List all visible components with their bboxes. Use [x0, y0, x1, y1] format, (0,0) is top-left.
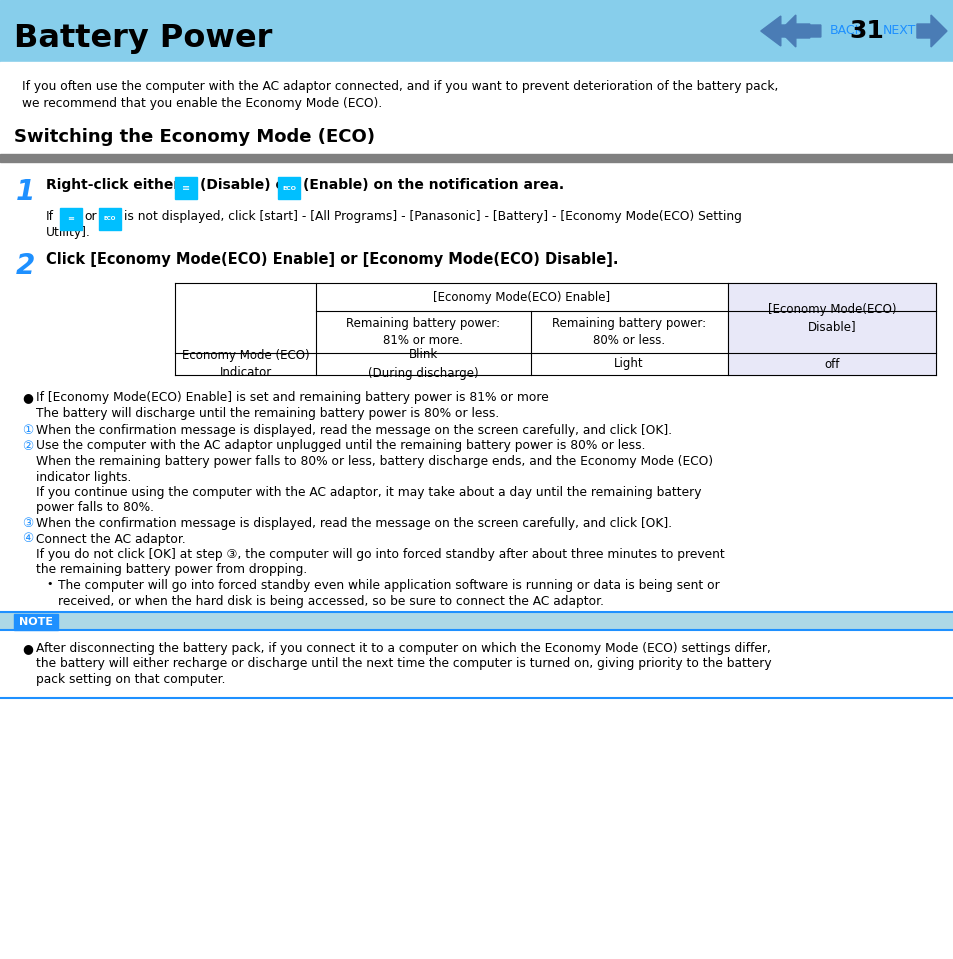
Text: Economy Mode (ECO)
Indicator: Economy Mode (ECO) Indicator [182, 348, 309, 380]
Text: we recommend that you enable the Economy Mode (ECO).: we recommend that you enable the Economy… [22, 97, 382, 110]
Bar [14, 614, 58, 630]
Text: ●: ● [22, 642, 32, 655]
Text: After disconnecting the battery pack, if you connect it to a computer on which t: After disconnecting the battery pack, if… [36, 642, 770, 655]
Bar [175, 177, 197, 199]
Text: or: or [84, 210, 96, 223]
Text: If you do not click [OK] at step ③, the computer will go into forced standby aft: If you do not click [OK] at step ③, the … [36, 548, 724, 561]
Text: 31: 31 [848, 19, 883, 43]
Bar [727, 283, 935, 375]
Polygon shape [916, 15, 946, 47]
Text: Battery Power: Battery Power [14, 22, 273, 54]
Text: 1: 1 [16, 178, 35, 206]
Text: the remaining battery power from dropping.: the remaining battery power from droppin… [36, 564, 307, 576]
Text: Remaining battery power:
80% or less.: Remaining battery power: 80% or less. [552, 316, 705, 347]
Text: BACK: BACK [829, 25, 862, 37]
Text: ●: ● [22, 391, 32, 404]
Text: [Economy Mode(ECO)
Disable]: [Economy Mode(ECO) Disable] [767, 302, 895, 334]
Text: Click [Economy Mode(ECO) Enable] or [Economy Mode(ECO) Disable].: Click [Economy Mode(ECO) Enable] or [Eco… [46, 252, 618, 267]
Text: Blink
(During discharge): Blink (During discharge) [368, 348, 478, 380]
Polygon shape [779, 15, 809, 47]
Text: Use the computer with the AC adaptor unplugged until the remaining battery power: Use the computer with the AC adaptor unp… [36, 439, 645, 453]
Text: is not displayed, click [start] - [All Programs] - [Panasonic] - [Battery] - [Ec: is not displayed, click [start] - [All P… [124, 210, 741, 223]
Bar [60, 208, 82, 230]
Text: Switching the Economy Mode (ECO): Switching the Economy Mode (ECO) [14, 128, 375, 146]
Text: 2: 2 [16, 252, 35, 280]
Text: ECO: ECO [282, 185, 296, 191]
Text: If you often use the computer with the AC adaptor connected, and if you want to : If you often use the computer with the A… [22, 80, 778, 93]
Text: Light: Light [614, 358, 643, 370]
Text: NEXT: NEXT [882, 25, 915, 37]
Text: When the confirmation message is displayed, read the message on the screen caref: When the confirmation message is display… [36, 424, 672, 437]
Text: ≡: ≡ [68, 215, 74, 223]
Bar [0, 0, 953, 62]
Text: (Enable) on the notification area.: (Enable) on the notification area. [303, 178, 564, 192]
Bar [0, 154, 953, 162]
Text: If [Economy Mode(ECO) Enable] is set and remaining battery power is 81% or more: If [Economy Mode(ECO) Enable] is set and… [36, 391, 548, 404]
Text: (Disable) or: (Disable) or [200, 178, 292, 192]
Text: off: off [823, 358, 839, 370]
Text: The computer will go into forced standby even while application software is runn: The computer will go into forced standby… [58, 579, 720, 592]
Text: ②: ② [22, 439, 33, 453]
Text: The battery will discharge until the remaining battery power is 80% or less.: The battery will discharge until the rem… [36, 407, 498, 419]
Polygon shape [760, 16, 820, 46]
Bar [278, 177, 300, 199]
Text: If: If [46, 210, 54, 223]
Bar [0, 612, 953, 630]
Text: ≡: ≡ [182, 183, 190, 193]
Text: ④: ④ [22, 532, 33, 546]
Text: When the confirmation message is displayed, read the message on the screen caref: When the confirmation message is display… [36, 517, 672, 530]
Text: [Economy Mode(ECO) Enable]: [Economy Mode(ECO) Enable] [433, 291, 610, 303]
Text: Utility].: Utility]. [46, 226, 91, 239]
Text: power falls to 80%.: power falls to 80%. [36, 502, 153, 514]
Text: NOTE: NOTE [19, 617, 53, 627]
Text: When the remaining battery power falls to 80% or less, battery discharge ends, a: When the remaining battery power falls t… [36, 455, 713, 468]
Text: ③: ③ [22, 517, 33, 530]
Text: pack setting on that computer.: pack setting on that computer. [36, 673, 225, 686]
Text: received, or when the hard disk is being accessed, so be sure to connect the AC : received, or when the hard disk is being… [58, 595, 603, 607]
Text: Remaining battery power:
81% or more.: Remaining battery power: 81% or more. [346, 316, 500, 347]
Text: the battery will either recharge or discharge until the next time the computer i: the battery will either recharge or disc… [36, 658, 771, 670]
Text: ECO: ECO [104, 217, 116, 222]
Text: If you continue using the computer with the AC adaptor, it may take about a day : If you continue using the computer with … [36, 486, 700, 499]
Text: ①: ① [22, 424, 33, 437]
Bar [0, 630, 953, 698]
Text: •: • [46, 579, 52, 589]
Text: Right-click either: Right-click either [46, 178, 180, 192]
Bar [99, 208, 121, 230]
Text: Connect the AC adaptor.: Connect the AC adaptor. [36, 532, 186, 546]
Text: indicator lights.: indicator lights. [36, 471, 132, 483]
